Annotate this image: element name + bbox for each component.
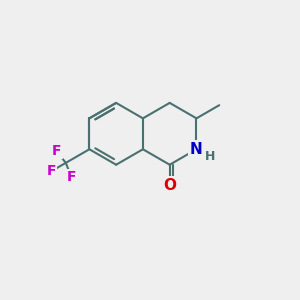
- Text: F: F: [51, 144, 61, 158]
- Text: F: F: [46, 164, 56, 178]
- Text: N: N: [190, 142, 203, 157]
- Text: H: H: [205, 150, 215, 164]
- Text: F: F: [67, 170, 76, 184]
- Text: O: O: [163, 178, 176, 193]
